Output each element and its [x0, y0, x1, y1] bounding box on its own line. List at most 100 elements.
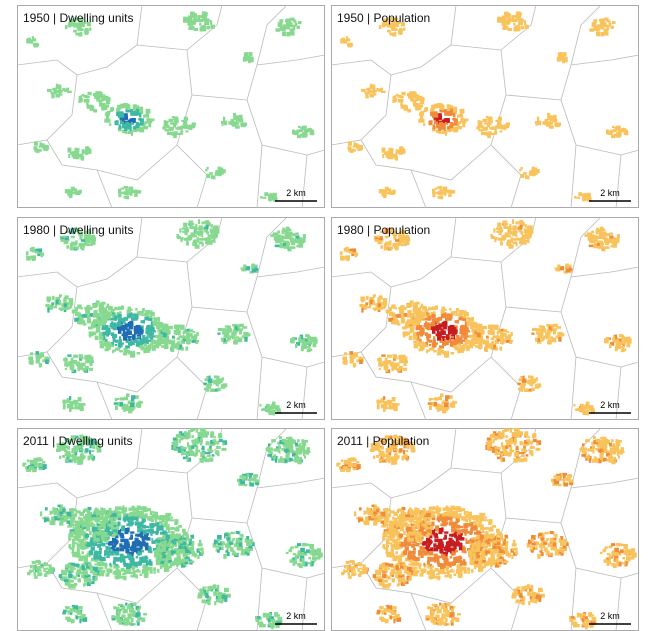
built-cell — [581, 409, 585, 413]
built-cell — [490, 234, 493, 238]
built-cell — [178, 525, 182, 528]
built-cell — [146, 335, 148, 338]
built-cell — [612, 21, 616, 24]
built-cell — [399, 30, 402, 35]
built-cell — [68, 544, 71, 548]
built-cell — [35, 355, 39, 359]
built-cell — [251, 265, 255, 269]
built-cell — [395, 357, 398, 359]
built-cell — [211, 231, 213, 234]
built-cell — [36, 360, 40, 363]
built-cell — [279, 19, 283, 22]
built-cell — [108, 513, 111, 516]
built-cell — [109, 123, 111, 126]
built-cell — [448, 331, 453, 335]
built-cell — [124, 124, 128, 128]
built-cell — [433, 339, 436, 344]
built-cell — [119, 311, 122, 313]
built-cell — [231, 332, 234, 336]
built-cell — [164, 344, 168, 349]
map-panel: 1950 | Population2 km — [331, 5, 639, 208]
built-cell — [191, 551, 195, 554]
built-cell — [197, 237, 199, 240]
built-cell — [581, 405, 586, 409]
built-cell — [124, 518, 126, 523]
built-cell — [146, 537, 149, 540]
built-cell — [353, 146, 355, 148]
built-cell — [193, 331, 195, 333]
built-cell — [118, 330, 121, 334]
built-cell — [392, 403, 396, 408]
built-cell — [547, 113, 550, 115]
panel-title: 1980 | Dwelling units — [23, 223, 134, 237]
built-cell — [439, 345, 444, 348]
built-cell — [349, 249, 354, 251]
built-cell — [121, 192, 125, 194]
built-cell — [218, 328, 223, 331]
built-cell — [163, 328, 166, 330]
built-cell — [557, 265, 560, 268]
built-cell — [99, 548, 102, 551]
built-cell — [160, 515, 164, 520]
built-cell — [93, 315, 98, 317]
built-cell — [419, 345, 422, 347]
built-cell — [156, 547, 159, 552]
built-cell — [116, 559, 121, 562]
built-cell — [66, 88, 69, 91]
built-cell — [547, 341, 551, 345]
built-cell — [450, 190, 453, 194]
built-cell — [293, 20, 296, 23]
built-cell — [161, 564, 166, 568]
built-cell — [488, 330, 493, 335]
built-cell — [109, 325, 112, 327]
built-cell — [536, 328, 540, 331]
built-cell — [453, 123, 458, 126]
built-cell — [294, 456, 298, 459]
built-cell — [65, 368, 67, 370]
built-cell — [627, 344, 631, 348]
built-cell — [120, 120, 122, 124]
built-cell — [93, 93, 97, 96]
built-cell — [450, 340, 454, 344]
built-cell — [186, 347, 189, 351]
built-cell — [372, 308, 375, 310]
built-cell — [149, 333, 152, 337]
built-cell — [131, 131, 133, 136]
built-cell — [464, 337, 468, 339]
built-cell — [282, 26, 285, 31]
built-cell — [198, 225, 203, 230]
built-cell — [162, 127, 166, 130]
built-cell — [293, 553, 297, 555]
built-cell — [130, 522, 135, 525]
built-cell — [517, 383, 521, 385]
built-cell — [102, 103, 106, 106]
built-cell — [282, 439, 287, 443]
built-cell — [153, 572, 156, 574]
built-cell — [225, 544, 229, 547]
built-cell — [99, 307, 104, 310]
built-cell — [582, 196, 585, 201]
built-cell — [222, 443, 224, 446]
built-cell — [542, 337, 545, 340]
built-cell — [83, 323, 87, 325]
built-cell — [217, 333, 220, 335]
built-cell — [42, 146, 47, 149]
built-cell — [68, 361, 72, 366]
built-cell — [26, 251, 29, 255]
built-cell — [135, 538, 139, 543]
built-cell — [462, 318, 466, 321]
built-cell — [181, 120, 183, 122]
built-cell — [209, 457, 213, 461]
built-cell — [178, 562, 181, 565]
built-cell — [207, 384, 211, 388]
built-cell — [219, 439, 223, 442]
built-cell — [609, 238, 613, 243]
built-cell — [107, 535, 109, 538]
built-cell — [521, 384, 525, 388]
built-cell — [451, 352, 455, 354]
built-cell — [361, 308, 363, 313]
built-cell — [387, 355, 392, 358]
built-cell — [249, 52, 253, 56]
built-cell — [148, 561, 153, 565]
built-cell — [284, 245, 287, 248]
